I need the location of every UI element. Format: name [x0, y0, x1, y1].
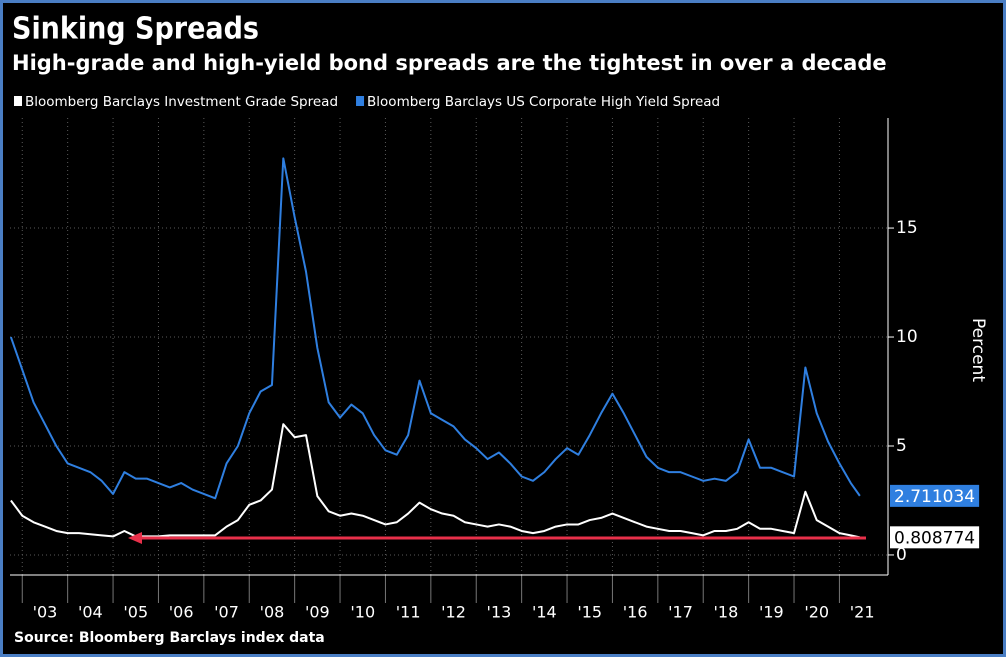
annotation-arrowhead: [128, 532, 142, 544]
value-label-box: [890, 484, 980, 507]
y-tick-label: 0: [896, 545, 907, 565]
value-label-box: [890, 526, 980, 549]
y-axis-label: Percent: [968, 318, 988, 382]
value-label: 0.808774: [894, 528, 975, 548]
x-tick-label: '20: [804, 603, 829, 622]
x-tick-label: '06: [169, 603, 194, 622]
x-tick-label: '16: [623, 603, 648, 622]
series-line: [10, 423, 861, 539]
chart-subtitle: High-grade and high-yield bond spreads a…: [12, 51, 887, 75]
y-tick-label: 15: [896, 218, 918, 238]
x-tick-label: '10: [350, 603, 375, 622]
value-label: 2.711034: [894, 487, 975, 507]
x-tick-label: '04: [78, 603, 103, 622]
y-tick-label: 10: [896, 327, 918, 347]
source-note: Source: Bloomberg Barclays index data: [14, 630, 325, 646]
legend-swatch: [356, 96, 365, 106]
legend-label: Bloomberg Barclays US Corporate High Yie…: [367, 94, 720, 110]
x-tick-label: '08: [260, 603, 285, 622]
x-tick-label: '07: [214, 603, 239, 622]
x-tick-label: '05: [123, 603, 148, 622]
x-tick-label: '17: [668, 603, 693, 622]
x-tick-label: '03: [33, 603, 58, 622]
x-tick-label: '09: [305, 603, 330, 622]
y-tick-label: 5: [896, 436, 907, 456]
x-tick-label: '19: [759, 603, 784, 622]
x-tick-label: '11: [396, 603, 421, 622]
legend-swatch: [14, 96, 22, 106]
chart-title: Sinking Spreads: [12, 12, 259, 47]
x-tick-label: '14: [532, 603, 557, 622]
x-tick-label: '13: [487, 603, 512, 622]
plot-area: 0 5 10 15 '03 '04 '05 '06 '07 '08 '09 '10 '11 '12 '13 '…: [9, 94, 980, 622]
x-tick-label: '15: [577, 603, 602, 622]
x-tick-label: '21: [850, 603, 875, 622]
x-tick-label: '18: [714, 603, 739, 622]
series-line: [9, 157, 861, 500]
x-tick-label: '12: [441, 603, 466, 622]
legend-label: Bloomberg Barclays Investment Grade Spre…: [25, 94, 338, 110]
